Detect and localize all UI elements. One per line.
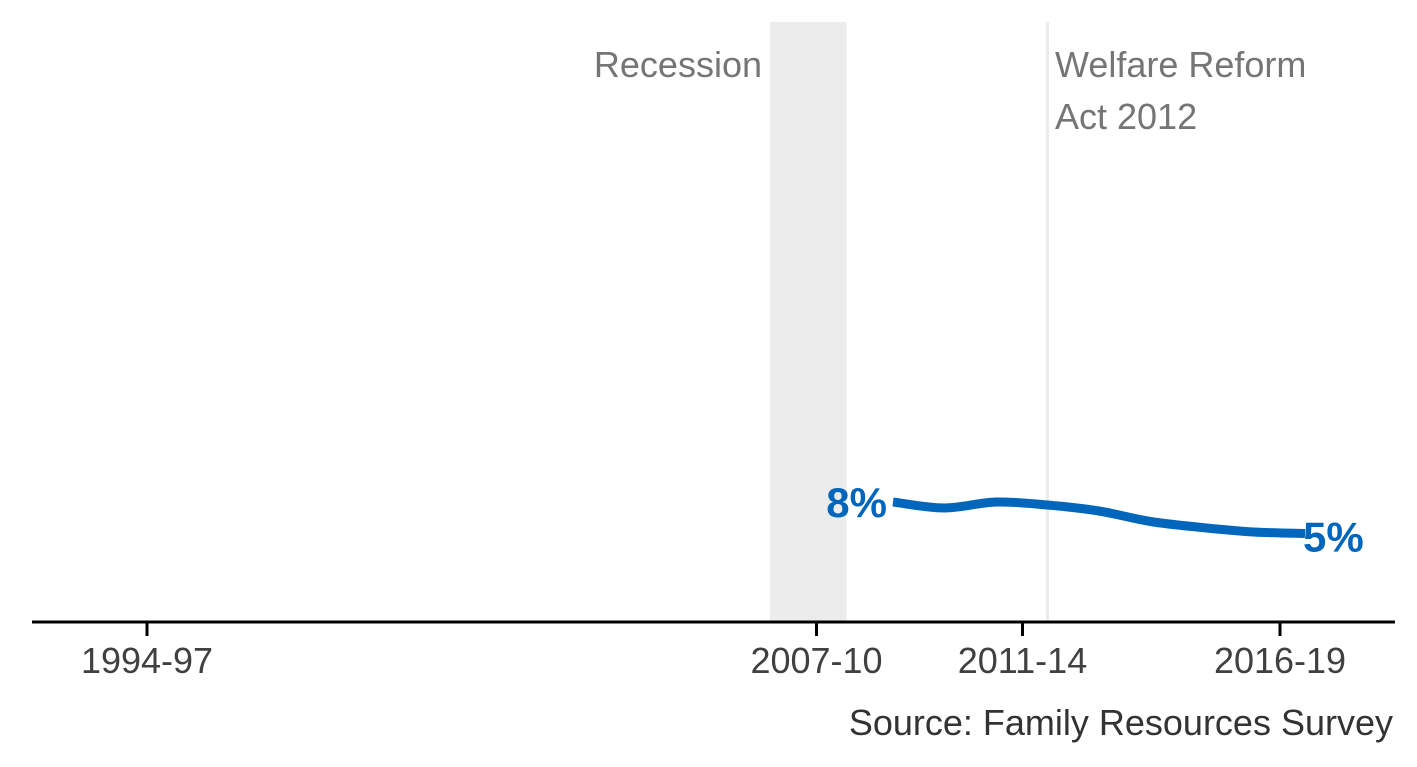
welfare-reform-label-line2: Act 2012 xyxy=(1055,96,1197,137)
x-tick-label: 2007-10 xyxy=(750,640,882,681)
series-end-label: 5% xyxy=(1303,514,1364,561)
source-note: Source: Family Resources Survey xyxy=(849,702,1393,743)
welfare-reform-label-line1: Welfare Reform xyxy=(1055,44,1306,85)
x-tick-label: 2016-19 xyxy=(1214,640,1346,681)
recession-band xyxy=(770,22,847,622)
series-line xyxy=(892,497,1306,538)
series-start-label: 8% xyxy=(826,479,887,526)
x-tick-label: 1994-97 xyxy=(81,640,213,681)
recession-label: Recession xyxy=(594,44,762,85)
x-tick-label: 2011-14 xyxy=(958,640,1087,681)
